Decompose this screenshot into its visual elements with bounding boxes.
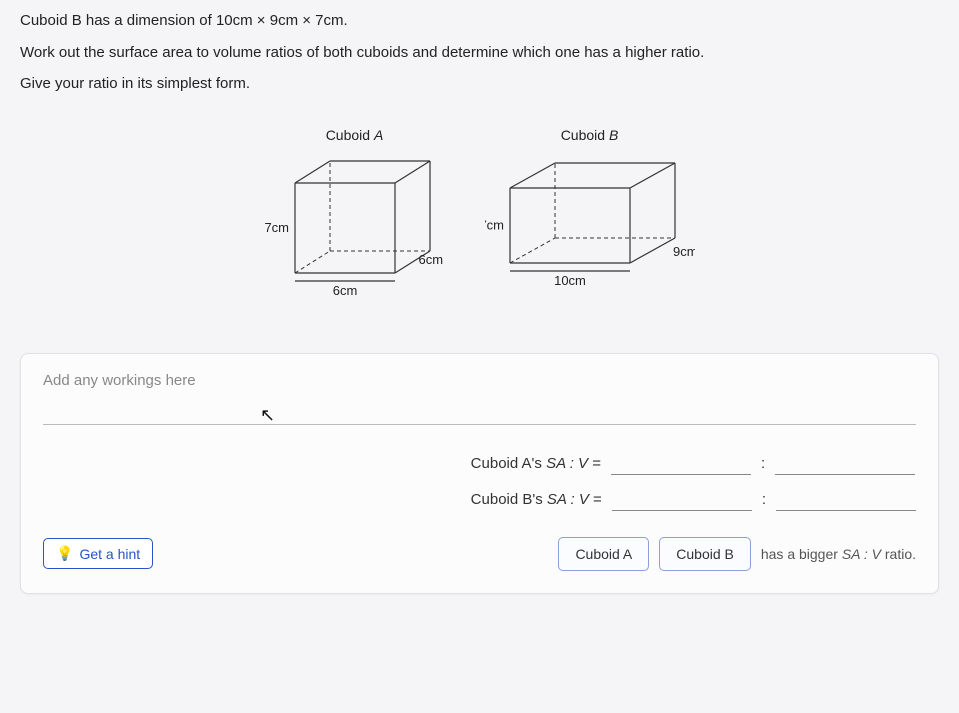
question-block: Cuboid B has a dimension of 10cm × 9cm ×… (20, 8, 939, 97)
bottom-row: 💡 Get a hint Cuboid A Cuboid B has a big… (43, 537, 916, 571)
get-hint-button[interactable]: 💡 Get a hint (43, 538, 153, 569)
hint-label: Get a hint (79, 546, 140, 562)
choice-tail-prefix: has a bigger (761, 546, 842, 562)
answer-b-line: Cuboid B's SA : V = : (471, 489, 916, 511)
cuboid-a-diagram: Cuboid A 7cm 6cm 6cm (265, 127, 445, 313)
svg-text:6cm: 6cm (418, 252, 443, 267)
workings-input[interactable] (43, 397, 916, 425)
answer-b-prefix: Cuboid B's (471, 491, 547, 508)
diagrams-row: Cuboid A 7cm 6cm 6cm Cuboid B 7cm 10cm 9cm (20, 127, 939, 313)
answer-b-label: Cuboid B's SA : V = (471, 491, 602, 508)
cuboid-b-title-var: B (609, 127, 618, 143)
answer-b-math: SA : V (547, 491, 589, 508)
answer-a-eq: = (588, 455, 601, 472)
svg-text:9cm: 9cm (673, 244, 695, 259)
answer-a-label: Cuboid A's SA : V = (471, 455, 601, 472)
answer-a-line: Cuboid A's SA : V = : (471, 453, 916, 475)
cuboid-b-title: Cuboid B (485, 127, 695, 143)
choice-tail: has a bigger SA : V ratio. (761, 546, 916, 562)
answer-a-prefix: Cuboid A's (471, 455, 546, 472)
cuboid-b-diagram: Cuboid B 7cm 10cm 9cm (485, 127, 695, 313)
answers-block: Cuboid A's SA : V = : Cuboid B's SA : V … (471, 453, 916, 511)
choice-a-button[interactable]: Cuboid A (558, 537, 649, 571)
answer-a-colon: : (761, 455, 765, 472)
svg-text:10cm: 10cm (554, 273, 586, 288)
answer-panel: Add any workings here Cuboid A's SA : V … (20, 353, 939, 594)
choice-b-button[interactable]: Cuboid B (659, 537, 751, 571)
choice-row: Cuboid A Cuboid B has a bigger SA : V ra… (558, 537, 916, 571)
cuboid-a-svg: 7cm 6cm 6cm (265, 153, 445, 313)
answers-row: Cuboid A's SA : V = : Cuboid B's SA : V … (43, 453, 916, 511)
cuboid-b-svg: 7cm 10cm 9cm (485, 153, 695, 313)
cuboid-a-title-var: A (374, 127, 383, 143)
question-line-3: Give your ratio in its simplest form. (20, 71, 939, 97)
answer-b-eq: = (589, 491, 602, 508)
svg-text:7cm: 7cm (265, 220, 289, 235)
question-line-2: Work out the surface area to volume rati… (20, 40, 939, 66)
workings-label: Add any workings here (43, 372, 916, 389)
answer-b-input-2[interactable] (776, 489, 916, 511)
answer-a-input-2[interactable] (775, 453, 915, 475)
question-line-1: Cuboid B has a dimension of 10cm × 9cm ×… (20, 8, 939, 34)
answer-a-input-1[interactable] (611, 453, 751, 475)
choice-tail-suffix: ratio. (881, 546, 916, 562)
cuboid-a-title-prefix: Cuboid (326, 127, 374, 143)
lightbulb-icon: 💡 (56, 545, 73, 562)
answer-b-input-1[interactable] (612, 489, 752, 511)
choice-tail-math: SA : V (842, 546, 881, 562)
cuboid-b-title-prefix: Cuboid (561, 127, 609, 143)
svg-text:6cm: 6cm (332, 283, 357, 298)
svg-text:7cm: 7cm (485, 217, 504, 232)
answer-a-math: SA : V (546, 455, 588, 472)
answer-b-colon: : (762, 491, 766, 508)
cuboid-a-title: Cuboid A (265, 127, 445, 143)
